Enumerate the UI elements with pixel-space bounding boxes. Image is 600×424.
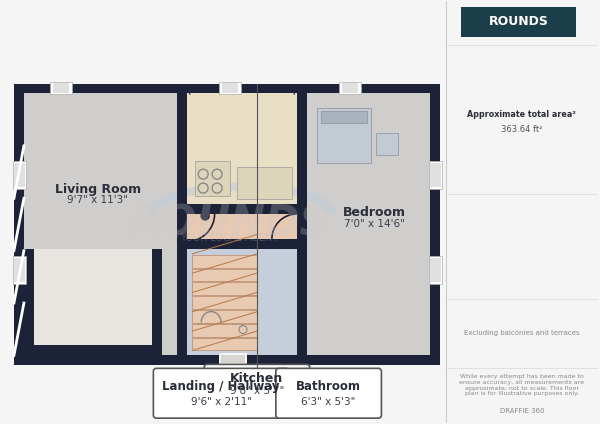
Text: While every attempt has been made to
ensure accuracy, all measurements are
appro: While every attempt has been made to ens… [460,374,584,396]
FancyBboxPatch shape [204,364,310,410]
Bar [195,161,230,196]
Text: Bedroom: Bedroom [343,206,406,218]
Bar [232,318,254,340]
Bar [13,161,26,189]
Bar [219,354,247,367]
FancyBboxPatch shape [276,368,382,418]
Text: ROUNDS: ROUNDS [488,15,548,28]
Bar [177,93,187,355]
Bar [14,258,25,282]
Bar [307,93,430,355]
Circle shape [289,240,295,247]
Circle shape [201,212,209,220]
Text: DRAFFIE 360: DRAFFIE 360 [500,408,544,414]
Bar [14,84,440,365]
Bar [222,83,238,93]
Text: 9'6" x 2'11": 9'6" x 2'11" [191,397,251,407]
Bar [24,93,177,355]
Bar [192,282,257,295]
Bar [34,249,152,346]
Text: Excluding balconies and terraces: Excluding balconies and terraces [464,330,580,337]
Bar [24,249,163,355]
Text: Landing / Hallway: Landing / Hallway [163,380,280,393]
Bar [429,256,442,284]
Text: 6'3" x 5'3": 6'3" x 5'3" [301,397,356,407]
Text: 7'0" x 14'6": 7'0" x 14'6" [344,219,405,229]
Text: YOUR LOCAL AGENT: YOUR LOCAL AGENT [180,233,278,243]
Text: ROUNDS: ROUNDS [129,203,329,245]
Text: Bathroom: Bathroom [296,380,361,393]
Bar [221,355,245,363]
Text: Approximate total area²: Approximate total area² [467,110,576,119]
Bar [192,338,257,350]
Bar [187,239,297,249]
Text: Floor 1: Floor 1 [214,411,245,420]
Bar [338,81,361,95]
Bar [237,167,292,199]
Text: Living Room: Living Room [55,183,140,195]
Bar [192,310,257,323]
Bar [192,324,257,337]
Bar [197,323,225,340]
Text: 363.64 ft²: 363.64 ft² [501,125,542,134]
Bar [187,204,297,214]
Bar [430,163,441,187]
Bar [376,133,398,155]
Bar [219,81,241,95]
Bar [320,112,367,123]
Bar [13,256,26,284]
Bar [192,296,257,309]
Text: 9'7" x 11'3": 9'7" x 11'3" [67,195,128,205]
Bar [429,161,442,189]
Text: 9'8" x 5'7": 9'8" x 5'7" [230,386,284,396]
Bar [187,249,297,355]
Bar [341,83,358,93]
Bar [14,163,25,187]
Bar [461,7,575,37]
Bar [50,81,72,95]
Bar [192,255,257,268]
Text: Kitchen: Kitchen [230,372,284,385]
Bar [192,269,257,282]
Bar [297,93,307,355]
Bar [187,93,297,204]
Bar [53,83,69,93]
Bar [430,258,441,282]
FancyBboxPatch shape [154,368,289,418]
Bar [187,214,297,239]
Bar [317,109,371,163]
